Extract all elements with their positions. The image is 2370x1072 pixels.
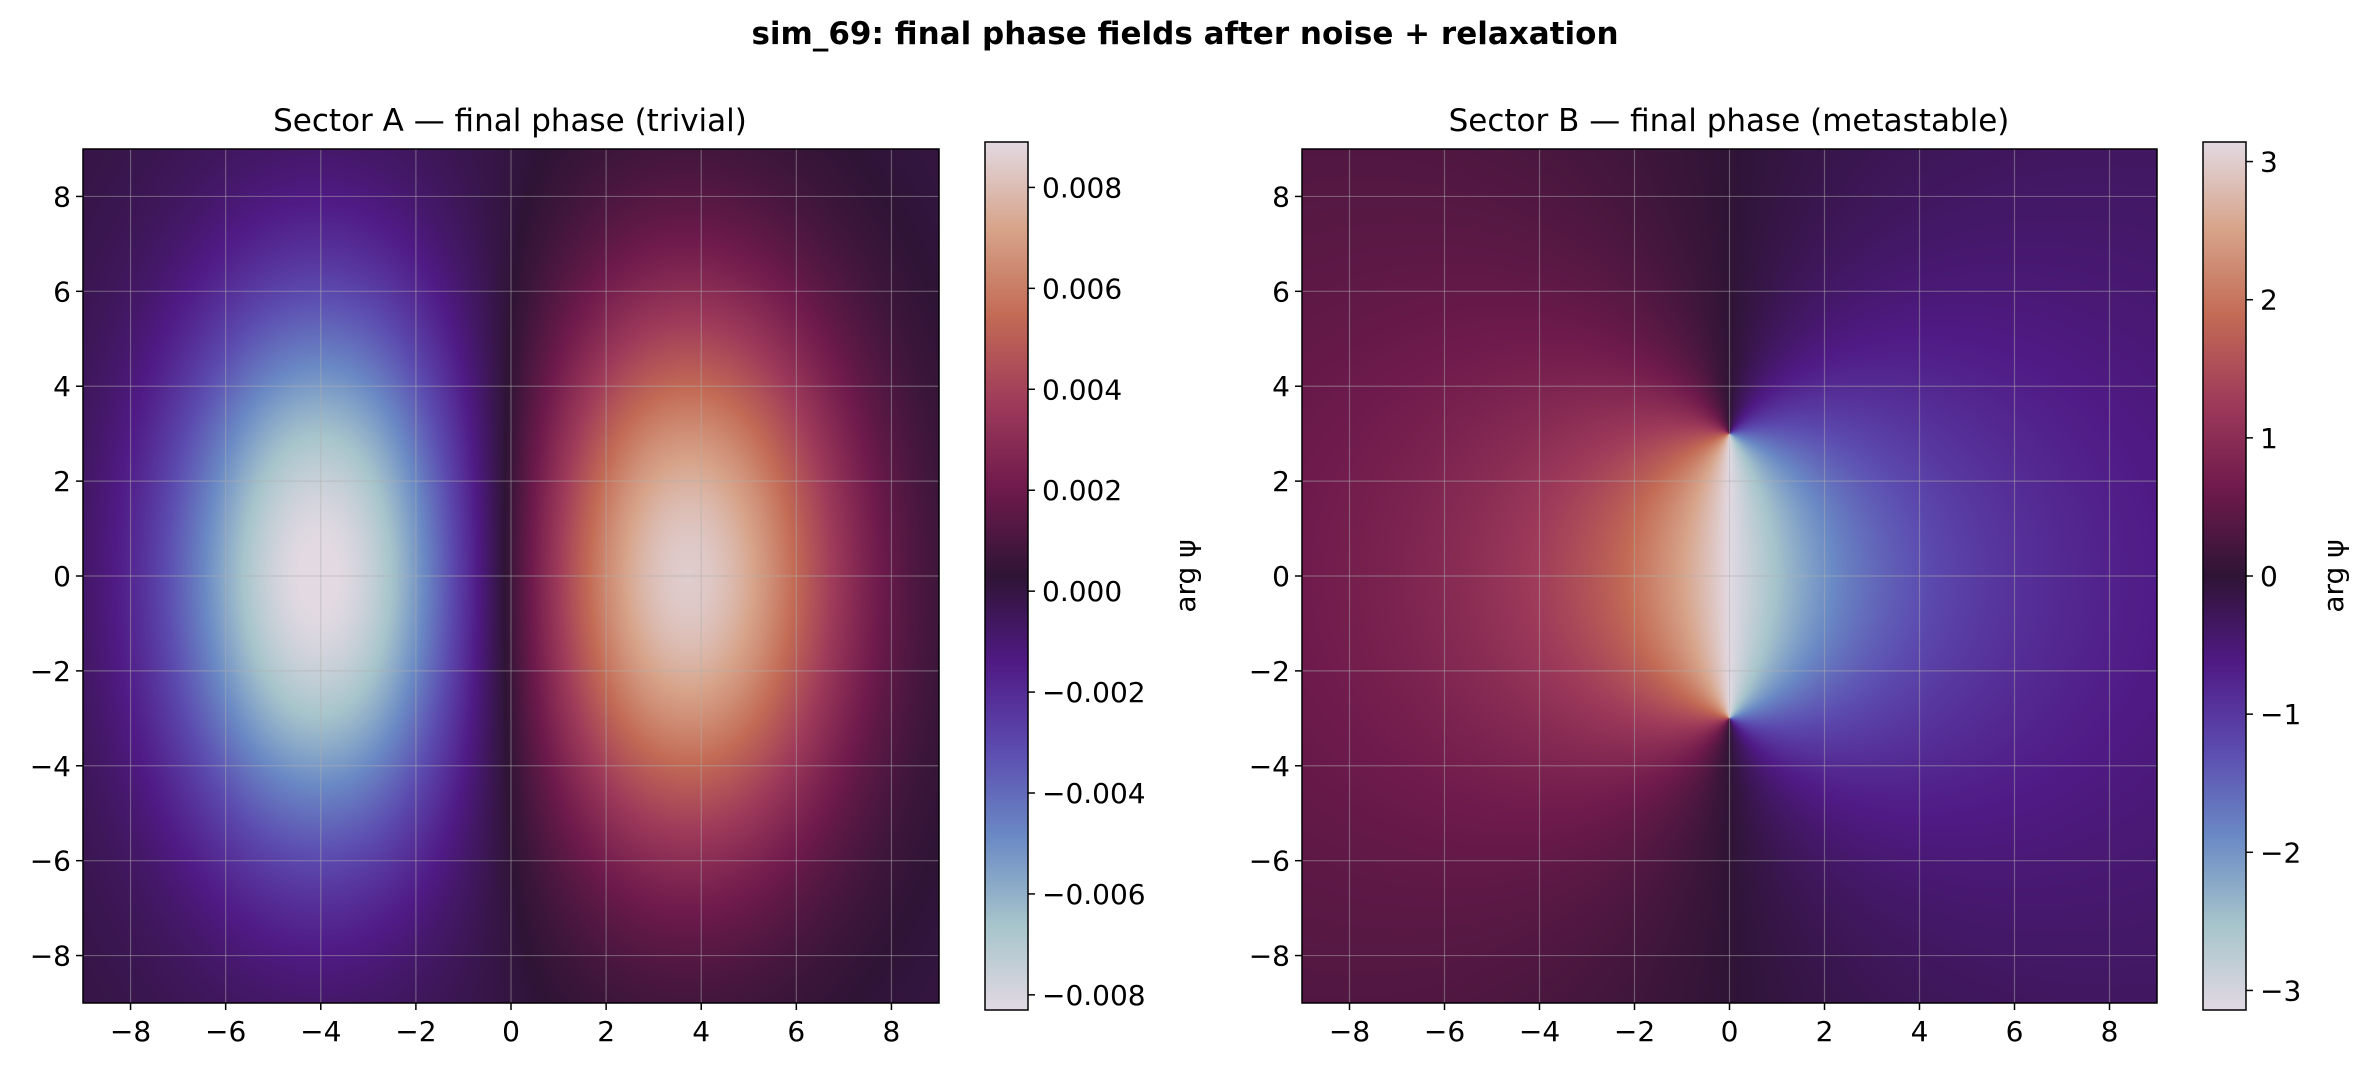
colorbar-tick-label: 2 xyxy=(2260,284,2278,317)
panel-b-x-axis: −8 −6 −4 −2 0 2 4 6 8 xyxy=(1329,1003,2119,1048)
y-tick-label: 4 xyxy=(1272,370,1290,403)
x-tick-label: −8 xyxy=(110,1015,151,1048)
y-tick-label: −4 xyxy=(1249,750,1290,783)
x-tick-label: −2 xyxy=(395,1015,436,1048)
colorbar-tick-label: 0.008 xyxy=(1042,171,1122,204)
figure-suptitle: sim_69: final phase fields after noise +… xyxy=(751,16,1618,52)
y-tick-label: −2 xyxy=(1249,655,1290,688)
colorbar-a-label: arg ψ xyxy=(1169,539,1202,612)
x-tick-label: 2 xyxy=(597,1015,615,1048)
y-tick-label: −2 xyxy=(30,655,71,688)
x-tick-label: 0 xyxy=(502,1015,520,1048)
colorbar-tick-label: 1 xyxy=(2260,422,2278,455)
x-tick-label: −2 xyxy=(1614,1015,1655,1048)
y-tick-label: 6 xyxy=(53,275,71,308)
colorbar-tick-label: 0.004 xyxy=(1042,373,1122,406)
y-tick-label: 4 xyxy=(53,370,71,403)
colorbar-b-ticks: −3 −2 −1 0 1 2 3 xyxy=(2246,146,2301,1007)
colorbar-tick-label: −0.008 xyxy=(1042,979,1146,1012)
x-tick-label: 6 xyxy=(787,1015,805,1048)
x-tick-label: −8 xyxy=(1329,1015,1370,1048)
colorbar-tick-label: 0.002 xyxy=(1042,474,1122,507)
panel-b-heatmap xyxy=(1302,149,2157,1003)
panel-b-y-axis: −8 −6 −4 −2 0 2 4 6 8 xyxy=(1249,180,1302,973)
y-tick-label: 8 xyxy=(53,180,71,213)
y-tick-label: 2 xyxy=(53,465,71,498)
y-tick-label: 0 xyxy=(1272,560,1290,593)
y-tick-label: −4 xyxy=(30,750,71,783)
panel-sector-b: Sector B — final phase (metastable) −8 −6… xyxy=(1249,103,2350,1048)
y-tick-label: 6 xyxy=(1272,275,1290,308)
panel-b-title: Sector B — final phase (metastable) xyxy=(1449,103,2010,139)
x-tick-label: 8 xyxy=(883,1015,901,1048)
colorbar-tick-label: 0 xyxy=(2260,560,2278,593)
y-tick-label: −6 xyxy=(30,845,71,878)
colorbar-a-frame xyxy=(984,141,1029,1011)
colorbar-tick-label: −0.002 xyxy=(1042,676,1146,709)
y-tick-label: 2 xyxy=(1272,465,1290,498)
colorbar-a-ticks: −0.008 −0.006 −0.004 −0.002 0.000 0.002 0.004 0… xyxy=(1028,171,1146,1012)
y-tick-label: −8 xyxy=(30,940,71,973)
y-tick-label: 8 xyxy=(1272,180,1290,213)
panel-a-x-axis: −8 −6 −4 −2 0 2 4 6 8 xyxy=(110,1003,900,1048)
x-tick-label: 2 xyxy=(1816,1015,1834,1048)
x-tick-label: −6 xyxy=(205,1015,246,1048)
y-tick-label: −6 xyxy=(1249,845,1290,878)
x-tick-label: 6 xyxy=(2006,1015,2024,1048)
colorbar-tick-label: −0.006 xyxy=(1042,878,1146,911)
x-tick-label: 8 xyxy=(2101,1015,2119,1048)
panel-a-title: Sector A — final phase (trivial) xyxy=(273,103,747,139)
colorbar-tick-label: 0.006 xyxy=(1042,272,1122,305)
colorbar-b-label: arg ψ xyxy=(2317,539,2350,612)
x-tick-label: 0 xyxy=(1721,1015,1739,1048)
x-tick-label: −4 xyxy=(300,1015,341,1048)
panel-a-heatmap xyxy=(83,149,939,1003)
panel-sector-a: Sector A — final phase (trivial) −8 −6 −4−… xyxy=(30,103,1202,1048)
colorbar-tick-label: −0.004 xyxy=(1042,777,1146,810)
panel-a-grid xyxy=(83,149,939,1003)
colorbar-b-gradient xyxy=(2203,142,2246,1010)
x-tick-label: −6 xyxy=(1424,1015,1465,1048)
panel-a-y-axis: −8 −6 −4 −2 0 2 4 6 8 xyxy=(30,180,83,973)
colorbar-tick-label: 3 xyxy=(2260,146,2278,179)
x-tick-label: 4 xyxy=(1911,1015,1929,1048)
colorbar-tick-label: −1 xyxy=(2260,698,2301,731)
colorbar-tick-label: 0.000 xyxy=(1042,575,1122,608)
panel-b-grid xyxy=(1302,149,2157,1003)
colorbar-tick-label: −2 xyxy=(2260,836,2301,869)
x-tick-label: −4 xyxy=(1519,1015,1560,1048)
colorbar-a-gradient xyxy=(985,142,1028,1010)
x-tick-label: 4 xyxy=(692,1015,710,1048)
colorbar-tick-label: −3 xyxy=(2260,974,2301,1007)
y-tick-label: −8 xyxy=(1249,940,1290,973)
y-tick-label: 0 xyxy=(53,560,71,593)
